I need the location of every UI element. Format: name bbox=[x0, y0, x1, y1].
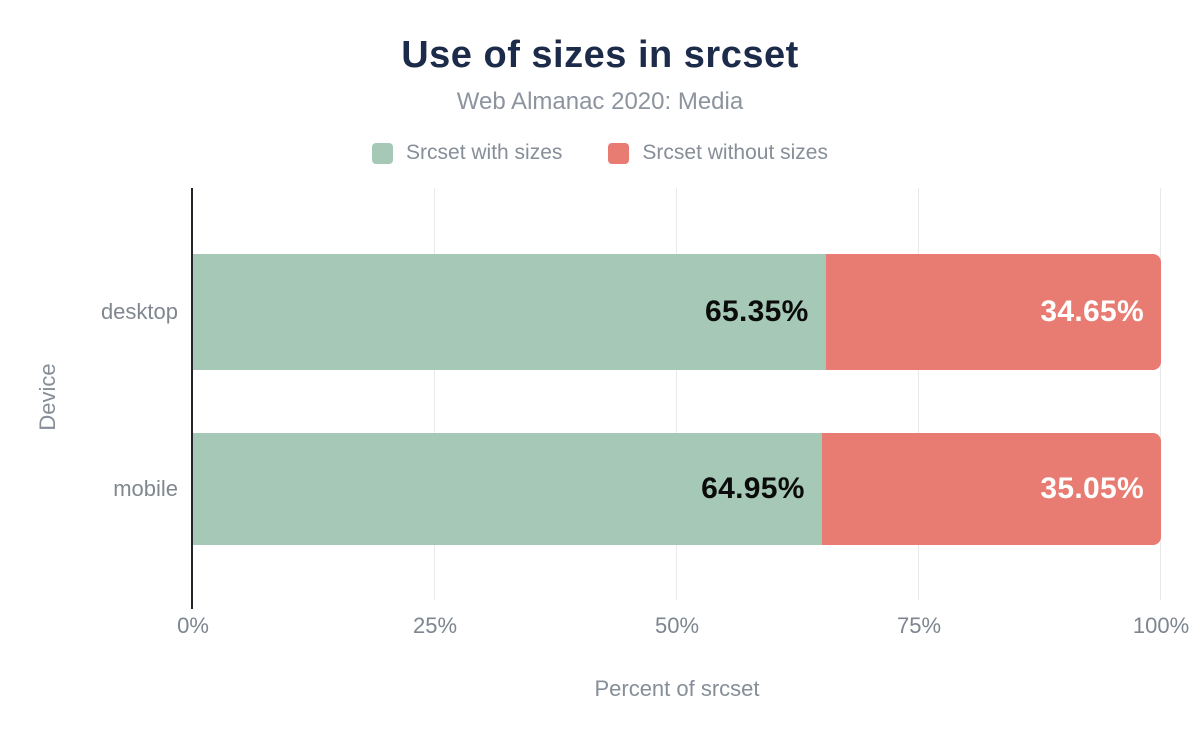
gridline-100 bbox=[1160, 188, 1161, 600]
category-label-desktop: desktop bbox=[100, 299, 178, 324]
bar-value-label: 34.65% bbox=[1040, 295, 1144, 328]
x-tick-50: 50% bbox=[654, 613, 700, 638]
bar-segment-desktop-without-sizes[interactable]: 34.65% bbox=[825, 254, 1161, 370]
bar-value-label: 64.95% bbox=[701, 472, 805, 505]
x-tick-25: 25% bbox=[412, 613, 458, 638]
legend-item-without-sizes: Srcset without sizes bbox=[608, 141, 828, 165]
bar-value-label: 65.35% bbox=[705, 295, 809, 328]
legend-swatch-icon bbox=[608, 142, 630, 164]
gridline-75 bbox=[918, 188, 919, 600]
legend-swatch-icon bbox=[372, 142, 394, 164]
legend: Srcset with sizes Srcset without sizes bbox=[0, 141, 1200, 165]
x-tick-0: 0% bbox=[177, 613, 209, 638]
x-tick-100: 100% bbox=[1132, 613, 1190, 638]
chart-title: Use of sizes in srcset bbox=[401, 34, 799, 76]
x-axis-title: Percent of srcset bbox=[594, 676, 760, 701]
plot-area: 65.35% 34.65% 64.95% 35.05% bbox=[191, 188, 1161, 609]
legend-item-with-sizes: Srcset with sizes bbox=[372, 141, 562, 165]
x-tick-75: 75% bbox=[896, 613, 942, 638]
bar-value-label: 35.05% bbox=[1040, 472, 1144, 505]
y-axis-title: Device bbox=[35, 363, 60, 431]
bar-row-desktop: 65.35% 34.65% bbox=[193, 254, 1161, 370]
gridline-25 bbox=[434, 188, 435, 600]
bar-row-mobile: 64.95% 35.05% bbox=[193, 433, 1161, 545]
bar-segment-mobile-without-sizes[interactable]: 35.05% bbox=[821, 433, 1161, 545]
chart-subtitle: Web Almanac 2020: Media bbox=[456, 88, 744, 115]
y-axis-line bbox=[191, 188, 193, 609]
category-label-mobile: mobile bbox=[113, 476, 178, 501]
bar-segment-desktop-with-sizes[interactable]: 65.35% bbox=[193, 254, 826, 370]
legend-label: Srcset without sizes bbox=[642, 141, 828, 164]
bar-segment-mobile-with-sizes[interactable]: 64.95% bbox=[193, 433, 822, 545]
legend-label: Srcset with sizes bbox=[406, 141, 563, 164]
gridline-50 bbox=[676, 188, 677, 600]
